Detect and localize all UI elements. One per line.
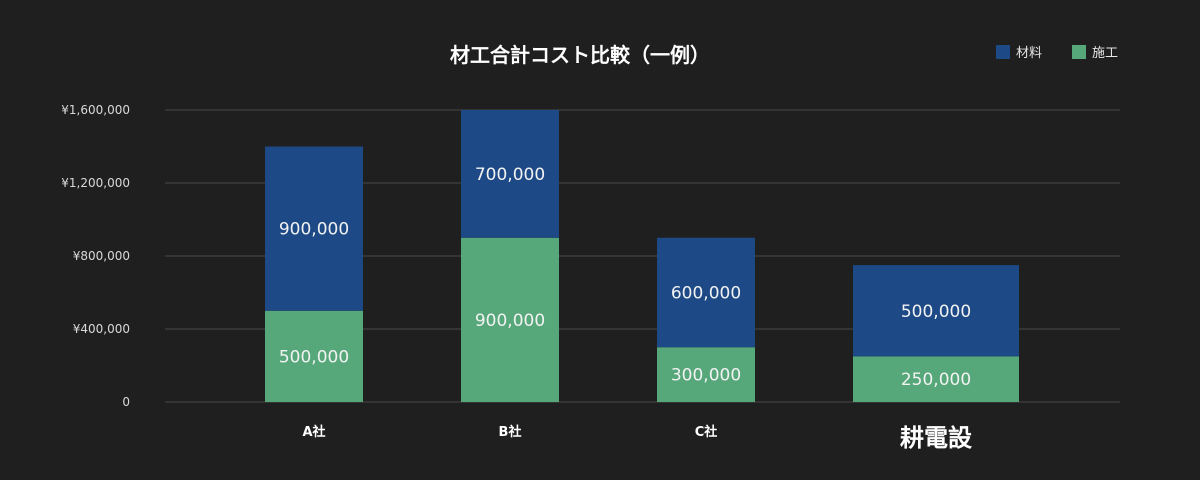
chart-title: 材工合計コスト比較（一例） (450, 43, 710, 67)
data-label: 500,000 (901, 302, 971, 322)
y-tick-label: ¥1,200,000 (61, 176, 130, 190)
x-tick-label: A社 (302, 424, 325, 440)
data-label: 250,000 (901, 370, 971, 390)
bars: 500,000 900,000 900,000 700,000 300,000 600,0… (265, 110, 1019, 402)
data-label: 600,000 (671, 284, 741, 304)
legend: 材料 施工 (996, 45, 1118, 61)
data-label: 900,000 (279, 220, 349, 240)
legend-label: 施工 (1092, 46, 1118, 61)
legend-swatch (1072, 45, 1086, 59)
data-label: 900,000 (475, 311, 545, 331)
bar-segment-material (461, 110, 559, 238)
legend-label: 材料 (1016, 46, 1042, 61)
y-tick-label: ¥800,000 (73, 249, 130, 263)
bar-segment-construction (657, 347, 755, 402)
bar-segment-material (657, 237, 755, 348)
x-tick-label: C社 (695, 424, 718, 440)
bar-segment-construction (265, 310, 363, 402)
y-tick-label: ¥400,000 (73, 322, 130, 336)
x-tick-label: 耕電設 (900, 424, 973, 452)
y-axis: 0 ¥400,000 ¥800,000 ¥1,200,000 ¥1,600,000 (61, 103, 130, 409)
bar-segment-construction (461, 237, 559, 402)
data-label: 300,000 (671, 366, 741, 386)
bar-segment-construction (853, 356, 1019, 402)
bar-segment-material (853, 265, 1019, 357)
y-tick-label: 0 (122, 395, 130, 409)
bar-segment-material (265, 146, 363, 311)
data-label: 700,000 (475, 165, 545, 185)
legend-swatch (996, 45, 1010, 59)
data-label: 500,000 (279, 347, 349, 367)
x-tick-label: B社 (499, 424, 522, 440)
x-axis: A社 B社 C社 耕電設 (302, 424, 973, 452)
y-tick-label: ¥1,600,000 (61, 103, 130, 117)
